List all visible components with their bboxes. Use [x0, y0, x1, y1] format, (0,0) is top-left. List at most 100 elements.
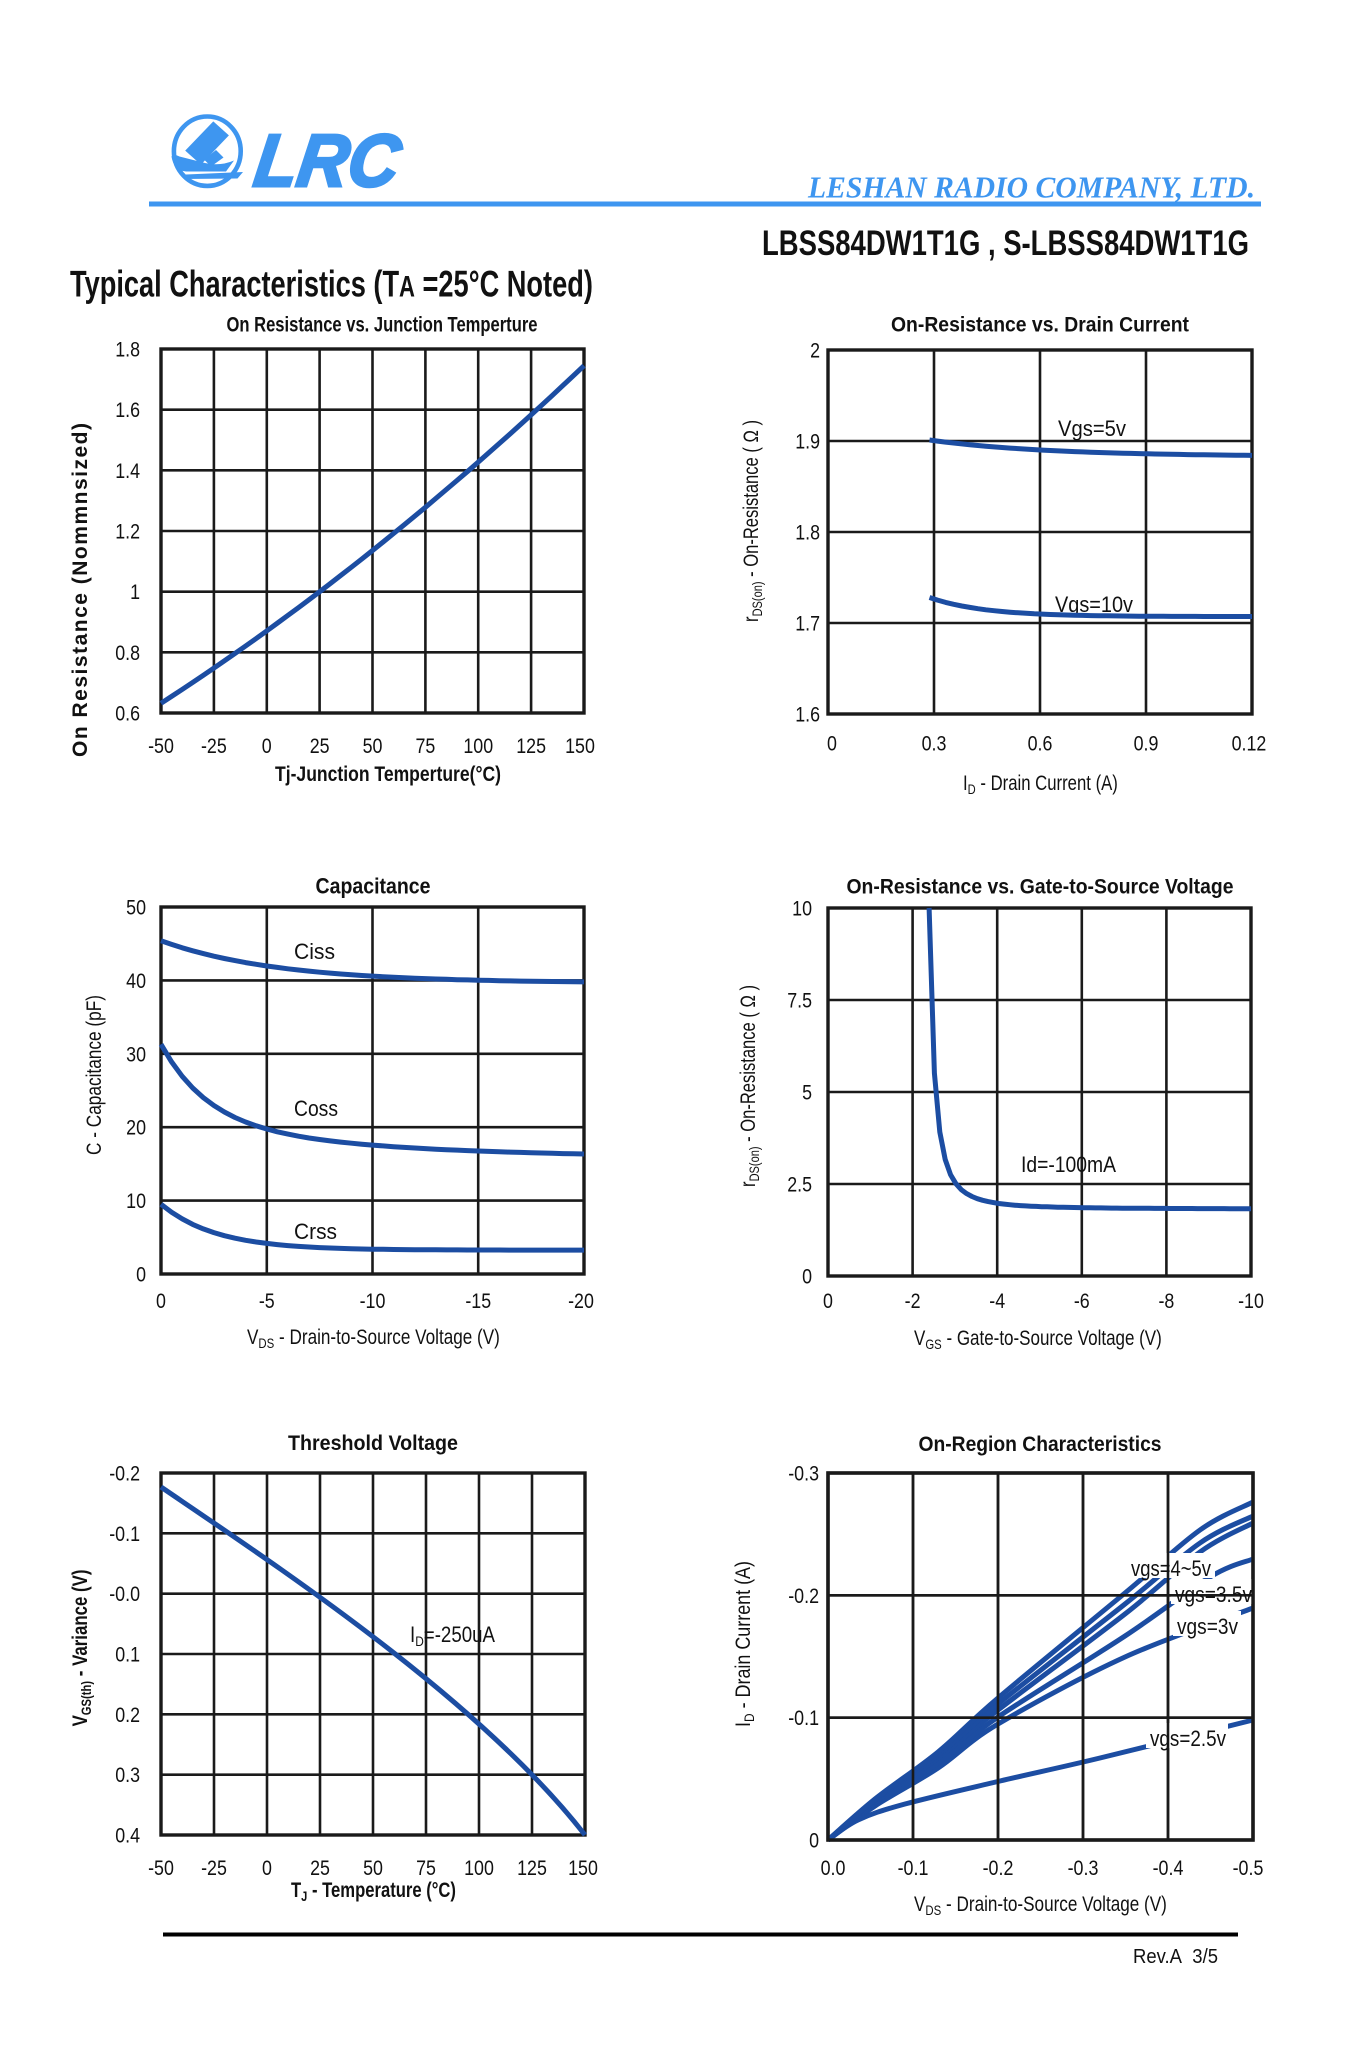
svg-text:0.0: 0.0	[821, 1857, 846, 1880]
svg-text:ID - Drain Current (A): ID - Drain Current (A)	[963, 772, 1118, 797]
svg-text:-0.1: -0.1	[109, 1523, 140, 1546]
svg-text:LRC: LRC	[250, 119, 407, 202]
svg-text:1.8: 1.8	[115, 339, 140, 362]
svg-text:50: 50	[126, 897, 146, 920]
svg-text:50: 50	[363, 735, 383, 758]
svg-text:0: 0	[827, 733, 837, 756]
svg-text:-0.3: -0.3	[788, 1463, 819, 1486]
svg-text:vgs=3.5v: vgs=3.5v	[1175, 1582, 1252, 1607]
svg-text:30: 30	[126, 1043, 146, 1066]
svg-text:125: 125	[516, 735, 546, 758]
svg-text:-25: -25	[201, 1857, 227, 1880]
svg-text:VGS(th) - Variance (V): VGS(th) - Variance (V)	[69, 1570, 94, 1727]
svg-text:-0.2: -0.2	[109, 1463, 140, 1486]
svg-text:-0.3: -0.3	[1068, 1857, 1099, 1880]
svg-text:LBSS84DW1T1G , S-LBSS84DW1T1G: LBSS84DW1T1G , S-LBSS84DW1T1G	[762, 224, 1249, 263]
svg-text:0.6: 0.6	[115, 703, 140, 726]
svg-text:vgs=2.5v: vgs=2.5v	[1150, 1726, 1226, 1751]
svg-text:150: 150	[565, 735, 595, 758]
svg-text:-25: -25	[201, 735, 227, 758]
svg-text:0: 0	[262, 1857, 272, 1880]
svg-text:-50: -50	[148, 735, 174, 758]
svg-text:On Resistance vs. Junction Tem: On Resistance vs. Junction Temperture	[227, 314, 538, 337]
svg-text:1.8: 1.8	[795, 522, 820, 545]
svg-text:Typical Characteristics (TA =2: Typical Characteristics (TA =25°C Noted)	[70, 263, 593, 304]
svg-text:Id=-100mA: Id=-100mA	[1021, 1152, 1116, 1177]
svg-text:On Resistance (Nommnsized): On Resistance (Nommnsized)	[69, 423, 92, 757]
svg-text:Rev.A 3/5: Rev.A 3/5	[1133, 1946, 1218, 1968]
svg-text:Crss: Crss	[294, 1219, 337, 1244]
svg-text:ID - Drain Current (A): ID - Drain Current (A)	[732, 1561, 758, 1727]
svg-text:2.5: 2.5	[787, 1174, 812, 1197]
svg-text:Ciss: Ciss	[294, 939, 335, 964]
svg-text:rDS(on) - On-Resistance ( Ω ): rDS(on) - On-Resistance ( Ω )	[737, 985, 762, 1187]
svg-text:2: 2	[810, 340, 820, 363]
svg-text:0.3: 0.3	[115, 1764, 140, 1787]
svg-text:ID=-250uA: ID=-250uA	[410, 1624, 495, 1650]
svg-text:VGS - Gate-to-Source Voltage (: VGS - Gate-to-Source Voltage (V)	[914, 1327, 1162, 1352]
svg-text:-20: -20	[568, 1290, 594, 1313]
svg-text:0: 0	[262, 735, 272, 758]
svg-text:-4: -4	[989, 1290, 1005, 1313]
svg-text:vgs=3v: vgs=3v	[1177, 1614, 1238, 1639]
svg-text:0.6: 0.6	[1028, 733, 1053, 756]
svg-text:Capacitance: Capacitance	[316, 874, 431, 899]
svg-text:0: 0	[802, 1266, 812, 1289]
svg-text:100: 100	[463, 735, 493, 758]
svg-text:Threshold Voltage: Threshold Voltage	[288, 1432, 458, 1455]
svg-text:-0.2: -0.2	[983, 1857, 1014, 1880]
svg-text:0: 0	[156, 1290, 166, 1313]
svg-text:-2: -2	[905, 1290, 921, 1313]
svg-text:10: 10	[126, 1190, 146, 1213]
svg-text:125: 125	[517, 1857, 547, 1880]
svg-text:0.4: 0.4	[115, 1825, 140, 1848]
svg-text:20: 20	[126, 1117, 146, 1140]
svg-text:1.6: 1.6	[795, 704, 820, 727]
svg-text:0.9: 0.9	[1134, 733, 1159, 756]
svg-text:7.5: 7.5	[787, 990, 812, 1013]
svg-text:-15: -15	[465, 1290, 491, 1313]
svg-text:Coss: Coss	[294, 1096, 338, 1121]
svg-text:0.1: 0.1	[115, 1644, 140, 1667]
svg-text:40: 40	[126, 970, 146, 993]
svg-text:vgs=4~5v: vgs=4~5v	[1131, 1556, 1211, 1581]
svg-text:1.4: 1.4	[115, 460, 140, 483]
svg-text:-50: -50	[148, 1857, 174, 1880]
svg-text:0: 0	[136, 1264, 146, 1287]
svg-text:-0.0: -0.0	[109, 1583, 140, 1606]
svg-text:150: 150	[568, 1857, 598, 1880]
svg-text:25: 25	[310, 1857, 330, 1880]
svg-text:25: 25	[310, 735, 330, 758]
svg-text:1: 1	[130, 581, 140, 604]
svg-text:0: 0	[823, 1290, 833, 1313]
svg-text:0.12: 0.12	[1232, 733, 1267, 756]
svg-text:-10: -10	[360, 1290, 386, 1313]
svg-text:50: 50	[363, 1857, 383, 1880]
svg-text:75: 75	[415, 735, 435, 758]
svg-text:On-Resistance vs. Drain Curren: On-Resistance vs. Drain Current	[891, 314, 1189, 337]
svg-text:100: 100	[464, 1857, 494, 1880]
svg-text:0.8: 0.8	[115, 642, 140, 665]
svg-text:-5: -5	[259, 1290, 275, 1313]
svg-text:LESHAN RADIO COMPANY, LTD.: LESHAN RADIO COMPANY, LTD.	[807, 170, 1255, 205]
svg-text:On-Resistance vs. Gate-to-Sour: On-Resistance vs. Gate-to-Source Voltage	[847, 876, 1234, 899]
svg-text:-8: -8	[1158, 1290, 1174, 1313]
svg-text:-6: -6	[1074, 1290, 1090, 1313]
svg-text:1.2: 1.2	[115, 521, 140, 544]
svg-text:Tj-Junction Temperture(°C): Tj-Junction Temperture(°C)	[275, 763, 501, 786]
svg-text:1.7: 1.7	[795, 613, 820, 636]
svg-text:75: 75	[416, 1857, 436, 1880]
svg-text:1.6: 1.6	[115, 399, 140, 422]
svg-text:-0.1: -0.1	[898, 1857, 929, 1880]
svg-text:TJ - Temperature (°C): TJ - Temperature (°C)	[291, 1879, 456, 1904]
svg-text:-0.1: -0.1	[788, 1707, 819, 1730]
svg-text:10: 10	[792, 898, 812, 921]
svg-text:-0.2: -0.2	[788, 1585, 819, 1608]
svg-text:VDS - Drain-to-Source Voltage: VDS - Drain-to-Source Voltage (V)	[914, 1893, 1167, 1918]
svg-text:0.2: 0.2	[115, 1704, 140, 1727]
svg-text:VDS - Drain-to-Source Voltage: VDS - Drain-to-Source Voltage (V)	[247, 1326, 500, 1351]
svg-text:-0.4: -0.4	[1153, 1857, 1184, 1880]
svg-text:0.3: 0.3	[922, 733, 947, 756]
svg-text:rDS(on) - On-Resistance ( Ω ): rDS(on) - On-Resistance ( Ω )	[740, 420, 765, 622]
svg-text:Vgs=5v: Vgs=5v	[1058, 416, 1126, 441]
